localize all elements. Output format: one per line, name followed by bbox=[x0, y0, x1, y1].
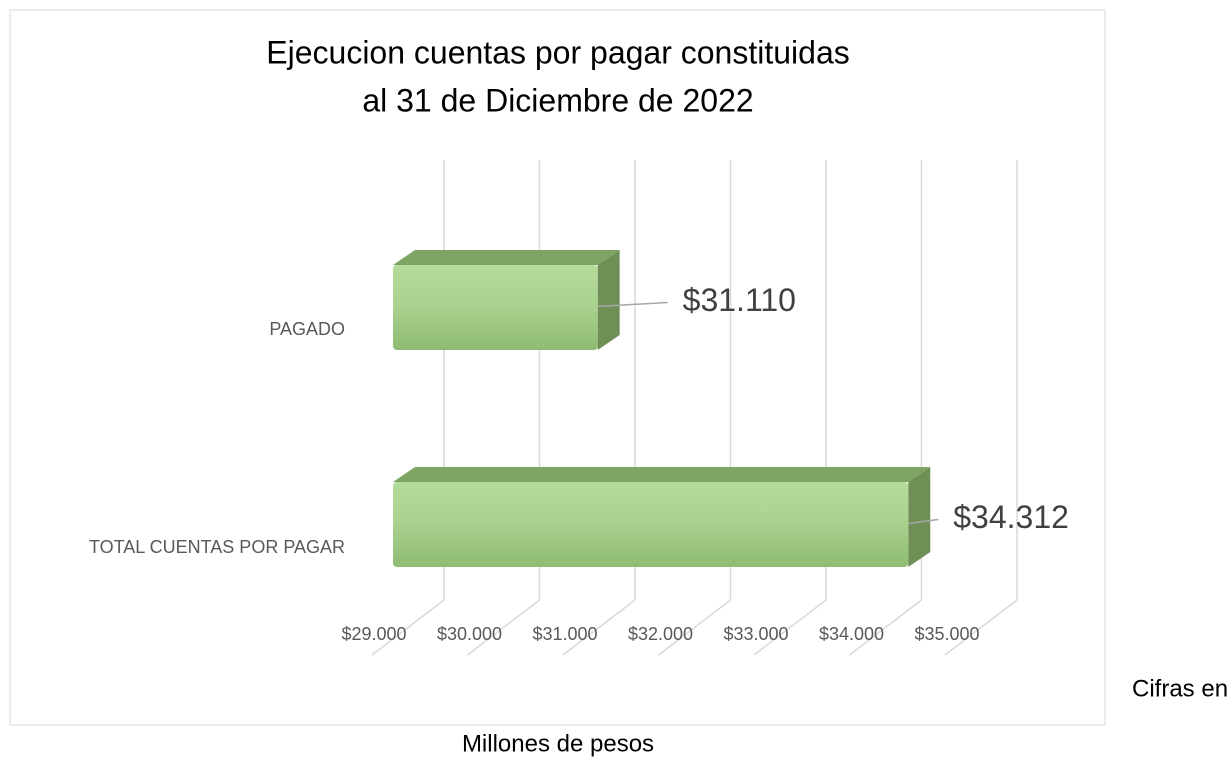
x-tick-label: $30.000 bbox=[437, 624, 502, 644]
x-tick-label: $33.000 bbox=[723, 624, 788, 644]
y-tick-label: TOTAL CUENTAS POR PAGAR bbox=[89, 537, 345, 557]
floor-grid-line bbox=[753, 599, 827, 656]
x-tick-label: $29.000 bbox=[341, 624, 406, 644]
chart-frame bbox=[9, 9, 1106, 726]
data-label: $31.110 bbox=[683, 282, 796, 318]
bar-top bbox=[393, 467, 931, 482]
floor-grid-line bbox=[371, 599, 445, 656]
bar-side bbox=[908, 467, 931, 567]
x-tick-label: $31.000 bbox=[532, 624, 597, 644]
y-tick-label: PAGADO bbox=[269, 319, 345, 339]
bar-top bbox=[393, 250, 620, 265]
leader-line bbox=[597, 301, 668, 308]
leader-line bbox=[908, 518, 939, 525]
floor-grid-line bbox=[467, 599, 540, 656]
bar bbox=[393, 265, 598, 350]
bar bbox=[393, 482, 909, 567]
note: Millones de pesos bbox=[462, 730, 654, 757]
x-tick-label: $32.000 bbox=[628, 624, 693, 644]
floor-grid-line bbox=[562, 599, 636, 656]
x-tick-label: $34.000 bbox=[819, 624, 884, 644]
note: Cifras en bbox=[1132, 675, 1227, 702]
floor-grid-line bbox=[658, 599, 731, 656]
floor-grid-line bbox=[849, 599, 922, 656]
floor-grid-line bbox=[944, 599, 1018, 656]
chart-title: Ejecucion cuentas por pagar constituidas bbox=[266, 34, 849, 70]
bar-side bbox=[597, 250, 620, 350]
data-label: $34.312 bbox=[953, 499, 1069, 535]
chart-title: al 31 de Diciembre de 2022 bbox=[362, 82, 753, 118]
x-tick-label: $35.000 bbox=[914, 624, 979, 644]
